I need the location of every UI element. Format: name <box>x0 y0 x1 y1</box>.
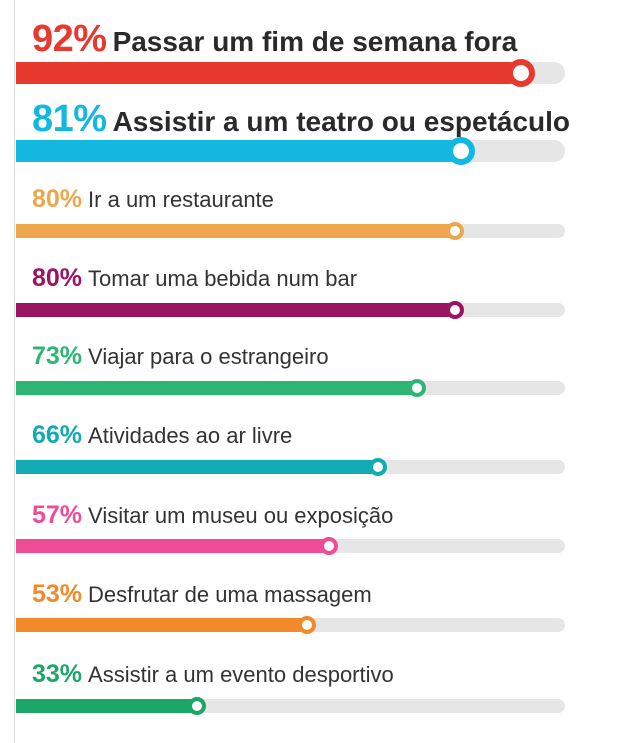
bar-end-marker <box>369 458 387 476</box>
bar-label: 53% Desfrutar de uma massagem <box>32 582 372 607</box>
percentage-value: 81% <box>32 98 107 140</box>
bar-track <box>16 616 565 634</box>
category-label: Atividades ao ar livre <box>88 423 293 448</box>
category-label: Assistir a um evento desportivo <box>88 662 394 687</box>
bar-label: 66% Atividades ao ar livre <box>32 423 292 448</box>
bar-fill <box>16 539 329 553</box>
percentage-value: 53% <box>32 580 83 608</box>
bar-track <box>16 222 565 240</box>
bar-fill <box>16 618 307 632</box>
percentage-value: 33% <box>32 660 83 688</box>
percentage-value: 57% <box>32 501 83 529</box>
percentage-value: 80% <box>32 264 83 292</box>
category-label: Ir a um restaurante <box>88 187 274 212</box>
bar-track <box>16 537 565 555</box>
bar-track <box>16 301 565 319</box>
bar-fill <box>16 224 455 238</box>
bar-label: 81% Assistir a um teatro ou espetáculo <box>32 100 570 138</box>
bar-end-marker <box>446 301 464 319</box>
bar-end-marker <box>408 379 426 397</box>
percentage-value: 80% <box>32 185 83 213</box>
percentage-value: 66% <box>32 421 83 449</box>
category-label: Assistir a um teatro ou espetáculo <box>112 106 571 137</box>
category-label: Passar um fim de semana fora <box>112 26 518 57</box>
category-label: Visitar um museu ou exposição <box>88 503 394 528</box>
category-label: Tomar uma bebida num bar <box>88 266 358 291</box>
bar-fill <box>16 381 417 395</box>
bar-label: 33% Assistir a um evento desportivo <box>32 662 394 687</box>
bar-label: 73% Viajar para o estrangeiro <box>32 344 329 369</box>
bar-label: 57% Visitar um museu ou exposição <box>32 503 393 528</box>
bar-label: 80% Tomar uma bebida num bar <box>32 266 357 291</box>
bar-end-marker <box>447 137 475 165</box>
left-divider-line <box>14 0 15 743</box>
bar-end-marker <box>446 222 464 240</box>
percentage-value: 73% <box>32 342 83 370</box>
bar-end-marker <box>298 616 316 634</box>
category-label: Viajar para o estrangeiro <box>88 344 329 369</box>
bar-end-marker <box>188 697 206 715</box>
bar-fill <box>16 303 455 317</box>
bar-track <box>16 137 565 165</box>
bar-fill <box>16 62 521 84</box>
bar-end-marker <box>320 537 338 555</box>
bar-fill <box>16 699 197 713</box>
category-label: Desfrutar de uma massagem <box>88 582 372 607</box>
bar-label: 80% Ir a um restaurante <box>32 187 274 212</box>
bar-label: 92% Passar um fim de semana fora <box>32 20 517 58</box>
bar-track <box>16 697 565 715</box>
bar-track <box>16 379 565 397</box>
bar-fill <box>16 140 461 162</box>
bar-fill <box>16 460 378 474</box>
bar-end-marker <box>507 59 535 87</box>
percentage-value: 92% <box>32 18 107 60</box>
bar-track <box>16 458 565 476</box>
bar-track <box>16 59 565 87</box>
